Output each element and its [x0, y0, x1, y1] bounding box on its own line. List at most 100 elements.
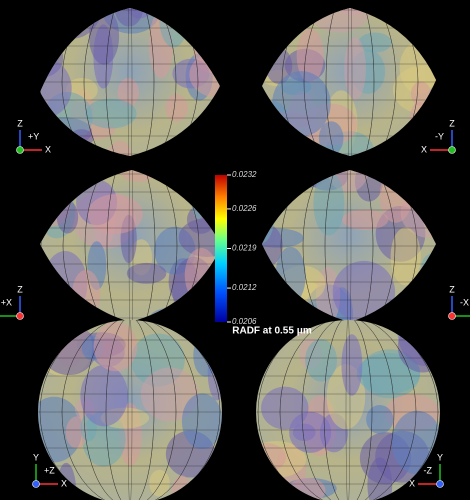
- surface-patch: [165, 94, 188, 122]
- colorbar-tick-label: 0.0226: [232, 204, 257, 213]
- surface-patch: [262, 8, 288, 25]
- asteroid: [38, 320, 222, 500]
- surface-patch: [117, 77, 140, 107]
- surface-patch: [114, 8, 144, 27]
- surface-patch: [186, 205, 215, 234]
- surface-patch: [184, 247, 218, 303]
- grid-line: [105, 320, 155, 500]
- grid-line: [61, 320, 199, 500]
- axis-name: X: [61, 478, 67, 488]
- grid-line: [324, 170, 374, 322]
- surface-patch: [262, 170, 278, 205]
- surface-patch: [368, 170, 386, 176]
- grid-line: [84, 170, 178, 322]
- grid-line: [39, 320, 221, 500]
- surface-patch: [40, 8, 75, 31]
- axis-name: X: [45, 144, 51, 154]
- surface-patch: [88, 8, 120, 65]
- colorbar-tick-label: 0.0232: [232, 170, 257, 179]
- grid-line: [325, 8, 375, 156]
- view-label: -X: [460, 297, 469, 307]
- colorbar-ticks: 0.0232 0.0226 0.0219 0.0212 0.0206: [227, 170, 257, 326]
- colorbar-tick-label: 0.0219: [232, 244, 257, 253]
- surface-patch: [421, 252, 436, 282]
- asteroid: [262, 170, 436, 322]
- surface-patch: [358, 32, 392, 53]
- grid-line: [62, 170, 200, 322]
- surface-patch: [140, 367, 199, 422]
- axis-name: Y: [437, 452, 443, 462]
- surface-patch: [181, 393, 222, 450]
- grid-line: [105, 8, 155, 156]
- view-label: +X: [1, 297, 12, 307]
- surface-patch: [379, 170, 413, 223]
- surface-patch: [262, 223, 283, 268]
- axis-origin: [32, 480, 40, 488]
- axis-name: X: [421, 144, 427, 154]
- surface-patch: [275, 246, 306, 305]
- surface-patch: [261, 386, 309, 430]
- asteroid: [262, 0, 436, 156]
- colorbar: [215, 175, 227, 322]
- surface-patch: [410, 81, 431, 106]
- surface-patch: [72, 269, 101, 318]
- colorbar-label: RADF at 0.55 μm: [232, 326, 312, 337]
- surface-patch: [126, 262, 167, 284]
- grid-line: [83, 320, 177, 500]
- grid-line: [281, 8, 419, 156]
- grid-line: [280, 170, 418, 322]
- axis-triads: ZX+YZX-YZY+XZY-XYX+ZYX-Z: [0, 118, 470, 488]
- axis-name: Y: [33, 452, 39, 462]
- axis-name: X: [409, 478, 415, 488]
- colorbar-tick-label: 0.0206: [232, 317, 257, 326]
- surface-patch: [391, 410, 440, 475]
- surface-patch: [296, 28, 324, 83]
- surface-patch: [292, 423, 316, 442]
- axis-origin: [448, 146, 456, 154]
- view-label: +Y: [28, 131, 39, 141]
- axis-name: Z: [449, 118, 455, 128]
- colorbar-tick-label: 0.0212: [232, 283, 257, 292]
- grid-line: [83, 8, 177, 156]
- axis-origin: [16, 146, 24, 154]
- surface-patch: [390, 227, 421, 286]
- grid-line: [257, 320, 439, 500]
- view-label: -Z: [424, 465, 433, 475]
- surface-patch: [93, 321, 138, 372]
- surface-patch: [149, 469, 170, 497]
- surface-patch: [332, 260, 396, 322]
- surface-patch: [409, 102, 429, 138]
- surface-patch: [69, 129, 94, 148]
- surface-patch: [342, 209, 389, 231]
- surface-patch: [397, 321, 440, 373]
- surface-patch: [56, 200, 79, 234]
- surface-patch: [262, 185, 275, 245]
- grid-line: [106, 170, 156, 322]
- surface-patch: [272, 71, 331, 137]
- grid-line: [279, 320, 417, 500]
- axis-origin: [448, 312, 456, 320]
- surface-patch: [267, 0, 313, 7]
- grid-line: [302, 170, 396, 322]
- axis-name: Z: [17, 118, 23, 128]
- surface-patch: [344, 37, 366, 101]
- grid-line: [301, 320, 395, 500]
- surface-patch: [341, 334, 363, 396]
- asteroid: [40, 8, 220, 156]
- surface-patch: [154, 170, 183, 175]
- asteroid: [40, 170, 222, 322]
- surface-patch: [85, 98, 137, 129]
- axis-origin: [16, 312, 24, 320]
- grid-line: [303, 8, 397, 156]
- surface-patch: [313, 171, 345, 236]
- view-label: -Y: [435, 131, 444, 141]
- grid-line: [323, 320, 373, 500]
- axis-name: Z: [449, 284, 455, 294]
- surface-patch: [80, 364, 128, 427]
- surface-patch: [430, 170, 436, 178]
- surface-patch: [107, 140, 133, 156]
- surface-patch: [267, 170, 285, 212]
- surface-patch: [413, 320, 440, 351]
- surface-patch: [256, 443, 287, 472]
